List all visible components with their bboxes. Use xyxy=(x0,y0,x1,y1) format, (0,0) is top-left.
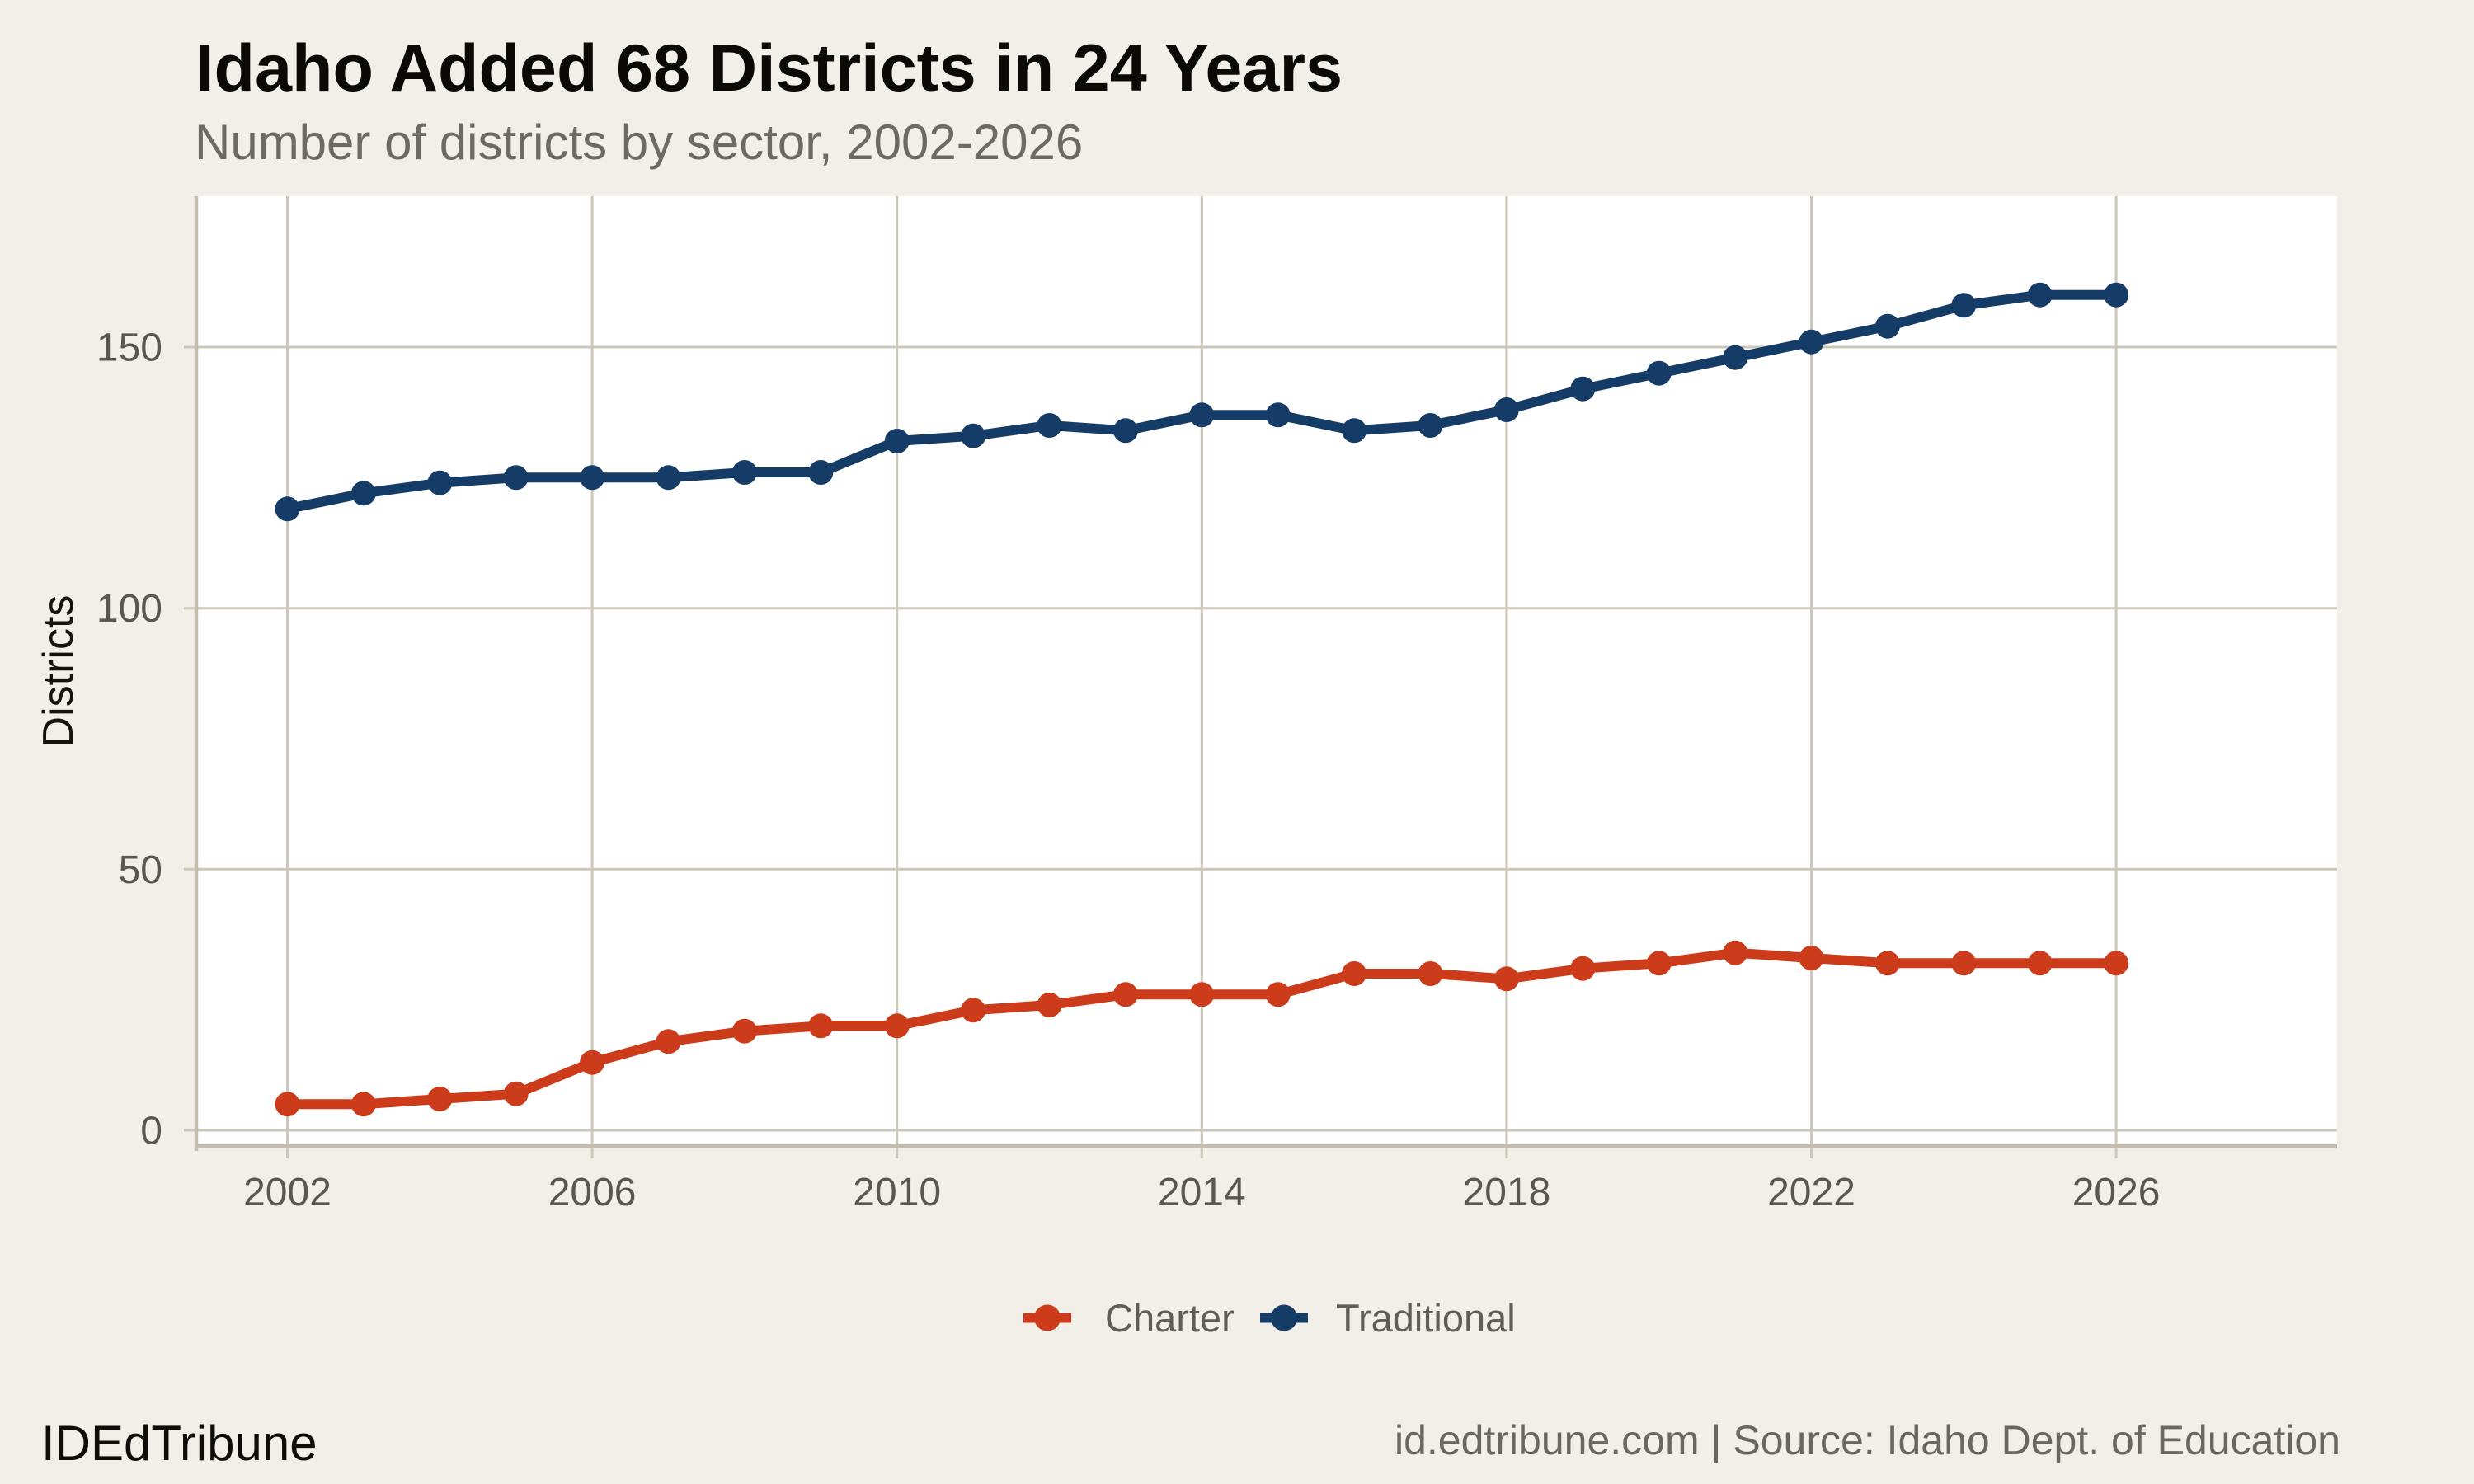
svg-text:2014: 2014 xyxy=(1158,1171,1246,1214)
svg-text:IDEdTribune: IDEdTribune xyxy=(41,1416,317,1471)
svg-text:2026: 2026 xyxy=(2072,1171,2161,1214)
svg-text:2022: 2022 xyxy=(1767,1171,1856,1214)
svg-text:100: 100 xyxy=(96,587,162,631)
svg-text:2010: 2010 xyxy=(853,1171,941,1214)
svg-text:150: 150 xyxy=(96,326,162,370)
svg-text:Districts: Districts xyxy=(35,595,82,748)
svg-text:Traditional: Traditional xyxy=(1336,1296,1516,1340)
svg-text:0: 0 xyxy=(140,1110,162,1153)
svg-text:2002: 2002 xyxy=(243,1171,332,1214)
svg-text:Idaho Added 68 Districts in 24: Idaho Added 68 Districts in 24 Years xyxy=(195,31,1343,106)
svg-text:2018: 2018 xyxy=(1463,1171,1551,1214)
svg-text:id.edtribune.com | Source: Ida: id.edtribune.com | Source: Idaho Dept. o… xyxy=(1395,1417,2340,1463)
svg-text:Charter: Charter xyxy=(1105,1296,1235,1340)
svg-text:Number of districts by sector,: Number of districts by sector, 2002-2026 xyxy=(195,115,1083,170)
svg-text:50: 50 xyxy=(119,848,162,892)
svg-text:2006: 2006 xyxy=(548,1171,637,1214)
